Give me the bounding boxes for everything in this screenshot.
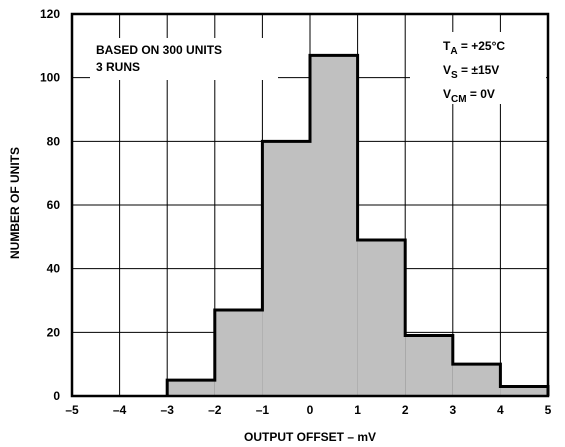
histogram-bar: [500, 386, 548, 396]
x-tick-label: 1: [354, 403, 361, 417]
x-axis-label: OUTPUT OFFSET – mV: [244, 430, 376, 444]
y-tick-label: 20: [47, 325, 61, 339]
x-tick-label: 2: [402, 403, 409, 417]
histogram-bar: [167, 380, 215, 396]
annotation-runs: 3 RUNS: [96, 60, 140, 74]
annotation-conditions: TA = +25°C VS = ±15V VCM = 0V: [410, 32, 546, 105]
y-tick-label: 40: [47, 262, 61, 276]
histogram-outline: [165, 53, 550, 396]
y-tick-labels: 0 20 40 60 80 100 120: [40, 7, 60, 403]
y-tick-label: 100: [40, 71, 60, 85]
histogram-bar: [357, 240, 406, 396]
annotation-supply: VS = ±15V: [443, 63, 499, 81]
annotation-based-on: BASED ON 300 UNITS: [96, 43, 222, 57]
histogram-bar: [262, 141, 310, 396]
histogram-bars: [165, 53, 550, 397]
x-tick-label: –2: [208, 403, 222, 417]
annotation-temperature: TA = +25°C: [443, 39, 505, 57]
y-tick-label: 120: [40, 7, 60, 21]
x-tick-label: –4: [113, 403, 127, 417]
y-axis-label: NUMBER OF UNITS: [8, 147, 22, 259]
y-tick-label: 0: [53, 389, 60, 403]
plot-frame: [70, 12, 550, 398]
x-tick-label: –3: [161, 403, 175, 417]
x-tick-label: 0: [307, 403, 314, 417]
x-tick-label: –5: [65, 403, 79, 417]
annotation-common-mode: VCM = 0V: [443, 87, 495, 105]
x-tick-label: 3: [449, 403, 456, 417]
annotation-left: BASED ON 300 UNITS 3 RUNS: [90, 38, 278, 80]
histogram-bar: [310, 55, 358, 397]
x-tick-label: 4: [497, 403, 504, 417]
x-tick-label: –1: [256, 403, 270, 417]
histogram-bar: [452, 364, 501, 396]
y-tick-label: 80: [47, 134, 61, 148]
x-tick-label: 5: [545, 403, 552, 417]
histogram-bar: [214, 310, 263, 396]
y-tick-label: 60: [47, 198, 61, 212]
x-tick-labels: –5 –4 –3 –2 –1 0 1 2 3 4 5: [65, 403, 551, 417]
histogram-bar: [405, 335, 453, 396]
